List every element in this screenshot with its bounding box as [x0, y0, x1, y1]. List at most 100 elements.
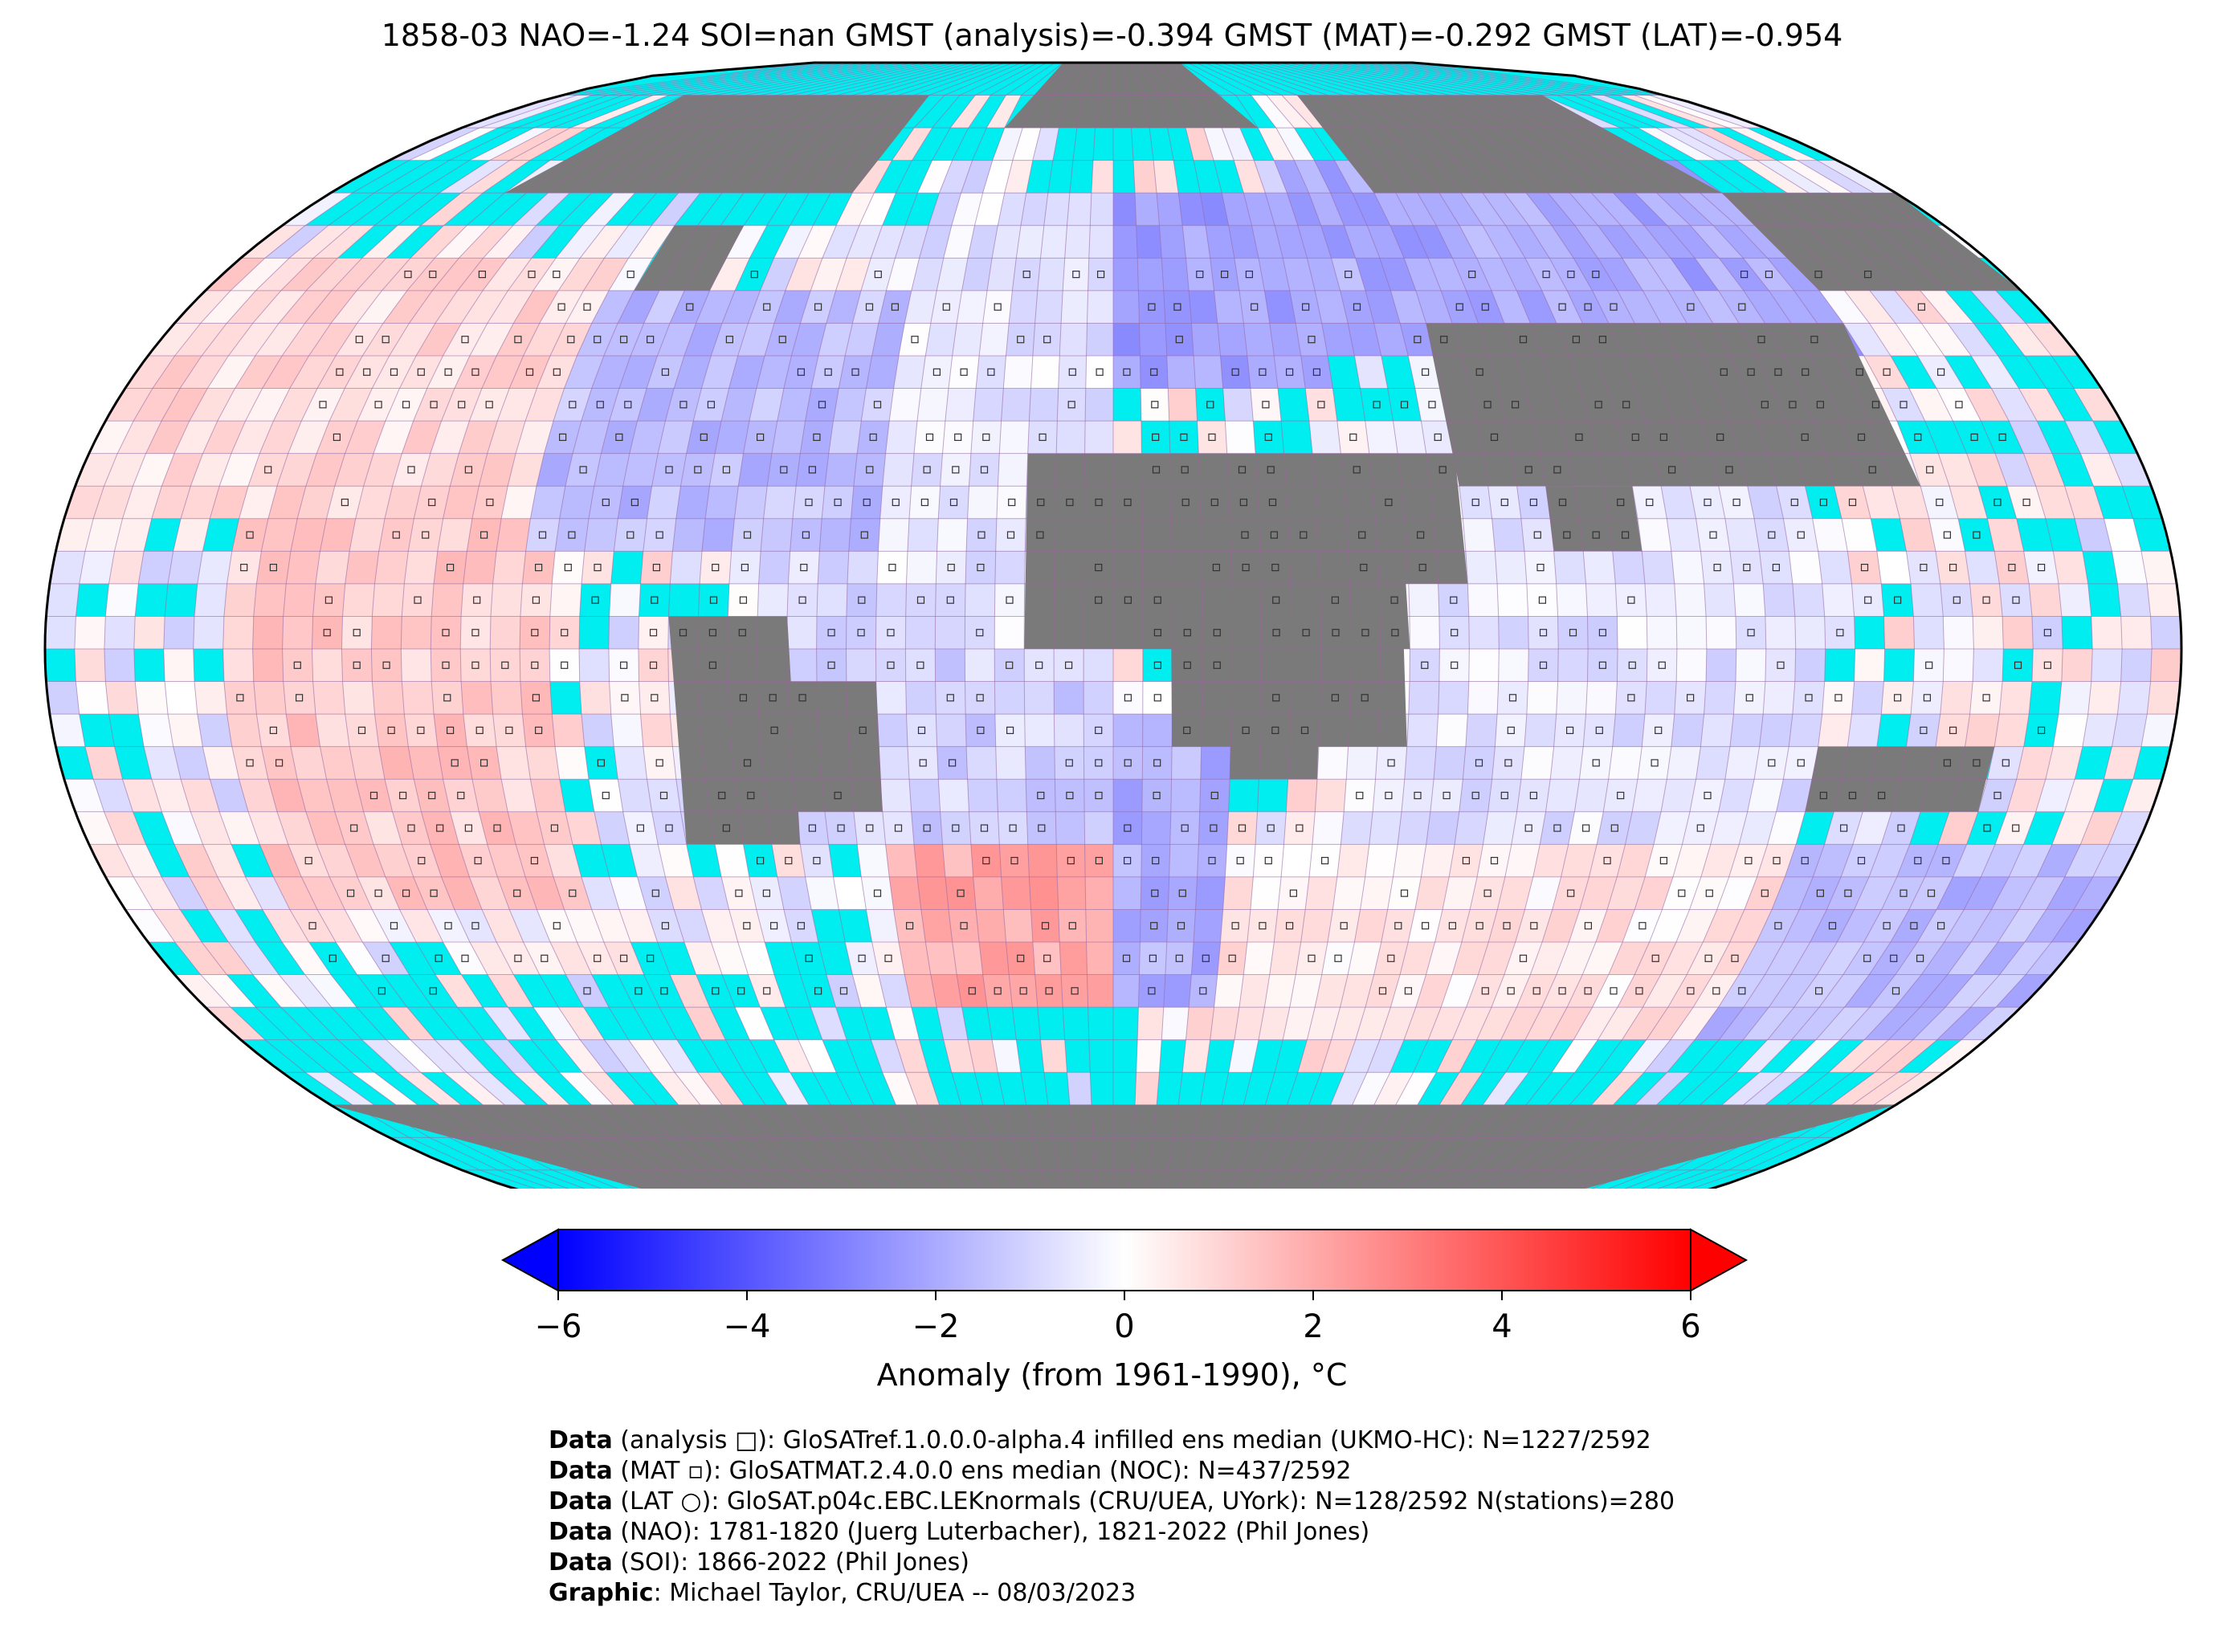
- data-marker: [1242, 563, 1250, 572]
- grid-cell: [205, 258, 265, 291]
- data-marker: [1296, 824, 1304, 832]
- grid-cell: [1009, 290, 1038, 324]
- data-marker: [1524, 466, 1532, 474]
- grid-cell: [1733, 681, 1765, 715]
- grid-cell: [1037, 258, 1065, 291]
- grid-cell: [1700, 551, 1734, 584]
- data-marker: [619, 661, 628, 669]
- data-marker: [1035, 661, 1043, 669]
- grid-cell: [1504, 844, 1540, 877]
- grid-cell: [1557, 649, 1589, 682]
- grid-cell: [1487, 486, 1521, 519]
- data-marker: [770, 726, 778, 735]
- grid-cell: [1971, 909, 2019, 942]
- longitude-line: [1154, 63, 1263, 1189]
- grid-cell: [1478, 942, 1516, 975]
- grid-cell: [604, 1039, 652, 1073]
- grid-cell: [1625, 811, 1662, 845]
- grid-cell: [357, 258, 410, 291]
- data-marker: [1816, 401, 1824, 409]
- grid-cell: [609, 583, 641, 617]
- grid-cell: [399, 909, 443, 942]
- grid-cell: [117, 421, 162, 454]
- grid-cell: [2147, 583, 2181, 617]
- grid-cell: [1874, 1072, 1944, 1105]
- grid-cell: [792, 486, 825, 519]
- grid-cell: [1888, 1007, 1946, 1040]
- data-marker: [722, 466, 731, 474]
- grid-cell: [304, 290, 357, 324]
- grid-cell: [917, 388, 949, 422]
- data-marker: [1687, 694, 1695, 702]
- grid-cell: [968, 1039, 998, 1073]
- grid-cell: [282, 193, 353, 226]
- data-marker: [591, 596, 599, 604]
- grid-cell: [1330, 1072, 1368, 1105]
- data-marker: [1289, 889, 1298, 897]
- grid-cell: [399, 356, 443, 389]
- grid-cell: [2080, 453, 2123, 487]
- grid-cell: [426, 909, 470, 942]
- grid-cell: [2053, 714, 2088, 747]
- grid-cell: [1617, 616, 1647, 649]
- grid-cell: [1373, 942, 1409, 975]
- grid-cell: [697, 1072, 744, 1105]
- data-marker: [712, 563, 720, 572]
- data-marker: [308, 922, 316, 930]
- grid-cell: [1552, 1039, 1598, 1073]
- grid-cell: [577, 323, 618, 356]
- data-marker: [1006, 531, 1015, 539]
- grid-cell: [945, 388, 977, 422]
- grid-cell: [961, 160, 993, 194]
- grid-cell: [878, 518, 909, 552]
- grid-cell: [151, 779, 191, 812]
- data-marker: [1536, 563, 1545, 572]
- data-marker: [947, 563, 955, 572]
- grid-cell: [457, 258, 508, 291]
- grid-cell: [1574, 225, 1622, 259]
- grid-cell: [1058, 909, 1087, 942]
- grid-cell: [1569, 909, 1608, 942]
- grid-cell: [374, 551, 409, 584]
- credit-line-bold: Data: [549, 1426, 613, 1454]
- grid-cell: [1487, 779, 1521, 812]
- grid-cell: [1477, 844, 1512, 877]
- grid-cell: [2074, 388, 2121, 422]
- data-marker: [1259, 922, 1267, 930]
- grid-cell: [1818, 551, 1852, 584]
- grid-cell: [818, 323, 853, 356]
- grid-cell: [1532, 844, 1569, 877]
- data-marker: [428, 498, 436, 507]
- grid-cell: [434, 714, 467, 747]
- credit-line-text: (LAT ○): GloSAT.p04c.EBC.LEKnormals (CRU…: [612, 1487, 1675, 1515]
- data-marker: [1920, 726, 1928, 735]
- grid-cell: [822, 486, 854, 519]
- data-marker: [1595, 726, 1603, 735]
- data-marker: [946, 694, 954, 702]
- grid-cell: [1057, 388, 1086, 422]
- grid-cell: [853, 453, 886, 487]
- data-marker: [1883, 368, 1891, 376]
- longitude-line: [400, 63, 914, 1189]
- grid-cell: [409, 128, 498, 161]
- grid-cell: [1718, 779, 1755, 812]
- grid-cell: [1970, 974, 2026, 1008]
- grid-cell: [414, 486, 451, 519]
- grid-cell: [525, 518, 560, 552]
- grid-cell: [1434, 746, 1466, 780]
- longitude-line: [1254, 63, 1618, 1189]
- data-marker: [390, 922, 398, 930]
- grid-cell: [904, 290, 937, 324]
- grid-cell: [1810, 909, 1855, 942]
- grid-cell: [1029, 876, 1059, 910]
- longitude-line: [1387, 63, 2093, 1189]
- grid-cell: [202, 844, 246, 877]
- grid-cell: [1113, 942, 1141, 975]
- grid-cell: [414, 779, 451, 812]
- grid-cell: [992, 1039, 1021, 1073]
- grid-cell: [1587, 649, 1618, 682]
- data-marker: [797, 368, 806, 376]
- grid-cell: [1140, 356, 1169, 389]
- data-marker: [1268, 498, 1277, 507]
- grid-cell: [1690, 225, 1744, 259]
